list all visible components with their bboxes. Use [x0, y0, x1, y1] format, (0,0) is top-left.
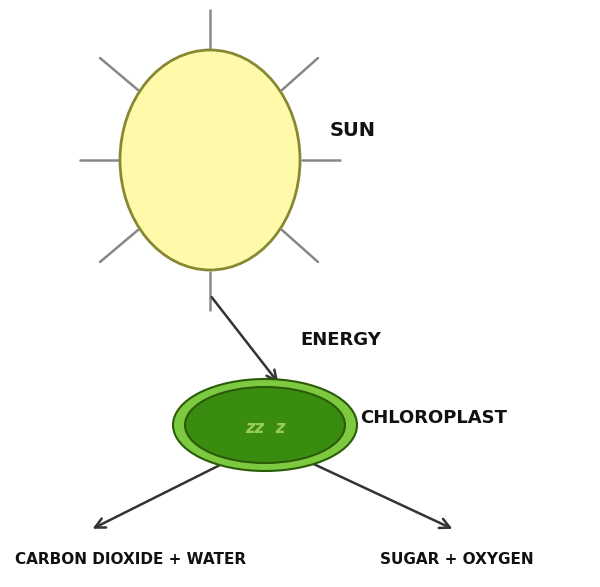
Text: zz  z: zz z	[245, 419, 285, 437]
Text: SUGAR + OXYGEN: SUGAR + OXYGEN	[380, 552, 533, 568]
Text: CARBON DIOXIDE + WATER: CARBON DIOXIDE + WATER	[15, 552, 246, 568]
Ellipse shape	[185, 387, 345, 463]
Ellipse shape	[173, 379, 357, 471]
Text: ENERGY: ENERGY	[300, 331, 381, 349]
Text: SUN: SUN	[330, 120, 376, 140]
Ellipse shape	[120, 50, 300, 270]
Text: CHLOROPLAST: CHLOROPLAST	[360, 409, 507, 427]
